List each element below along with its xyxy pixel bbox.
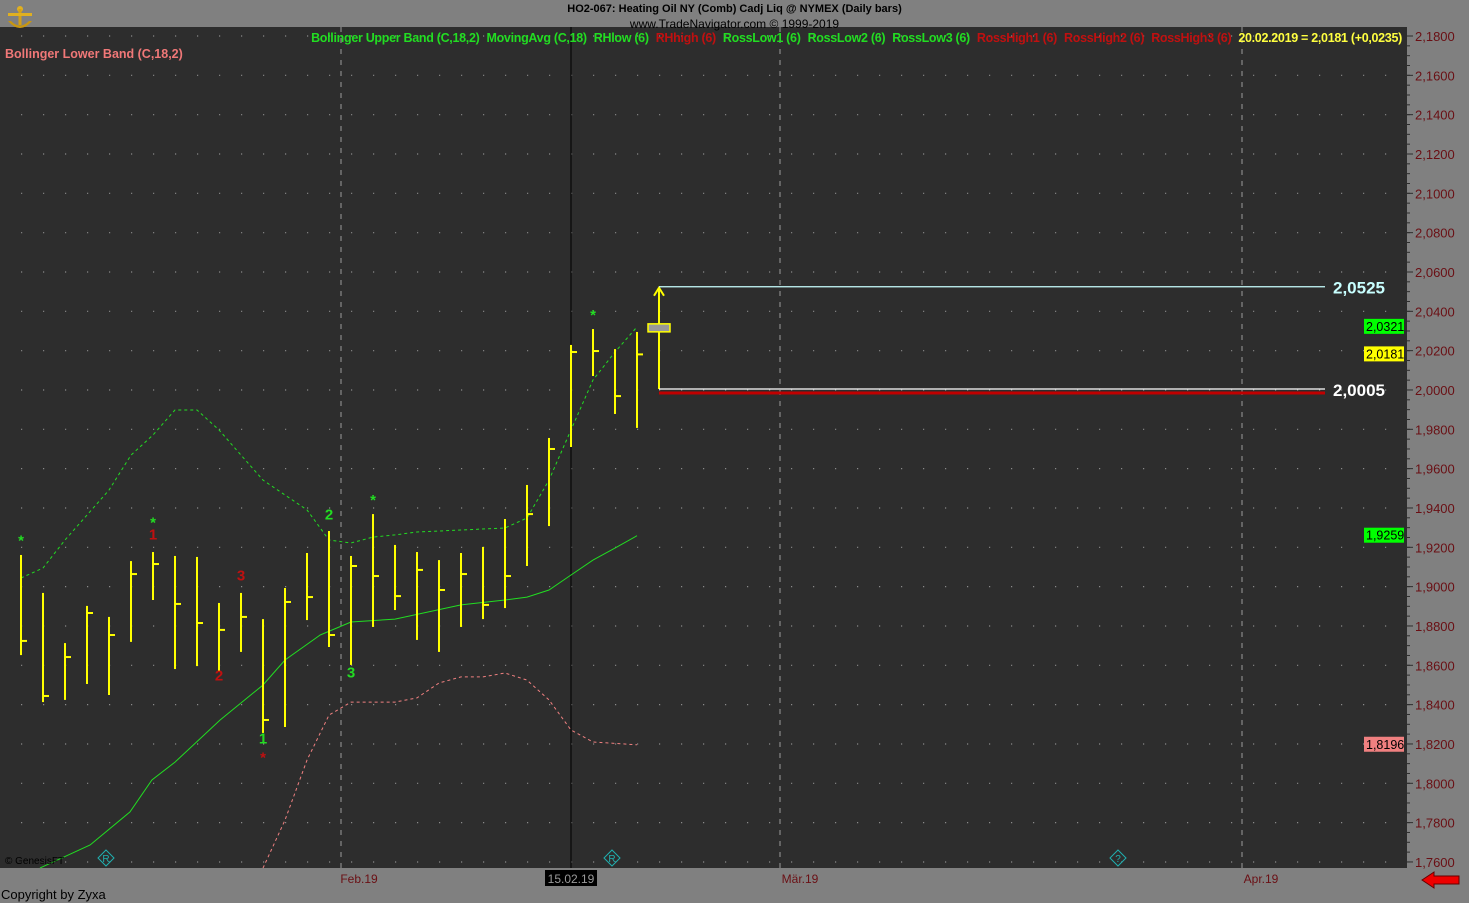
legend-rosslow1[interactable]: RossLow1 (6) bbox=[722, 31, 801, 45]
ross-signal-marker: * bbox=[260, 749, 266, 766]
ross-signal-marker: 3 bbox=[347, 664, 355, 681]
r-diamond-icon[interactable] bbox=[97, 849, 115, 867]
ross-signal-marker: * bbox=[370, 492, 376, 509]
price-axis-label: 1,9800 bbox=[1415, 422, 1455, 437]
up-arrow-icon bbox=[653, 285, 665, 297]
price-badge-label: 2,0181 bbox=[1366, 347, 1404, 361]
ross-signal-marker: 2 bbox=[325, 506, 333, 523]
price-badge bbox=[1364, 527, 1404, 543]
price-axis-label: 1,9400 bbox=[1415, 501, 1455, 516]
genesis-watermark: © GenesisFT bbox=[5, 856, 65, 867]
price-axis-label: 2,1200 bbox=[1415, 147, 1455, 162]
chart-title: HO2-067: Heating Oil NY (Comb) Cadj Liq … bbox=[567, 3, 902, 15]
legend-bollinger-upper[interactable]: Bollinger Upper Band (C,18,2) bbox=[311, 31, 480, 45]
ross-signal-marker: * bbox=[150, 514, 156, 531]
event-icon-label: R bbox=[608, 854, 615, 865]
price-axis-label: 1,8600 bbox=[1415, 658, 1455, 673]
bollinger-lower-band bbox=[262, 672, 638, 869]
legend-rosshigh2[interactable]: RossHigh2 (6) bbox=[1064, 31, 1145, 45]
bollinger-upper-band bbox=[20, 326, 638, 579]
legend-rosshigh1[interactable]: RossHigh1 (6) bbox=[976, 31, 1058, 45]
price-axis-label: 2,1000 bbox=[1415, 186, 1455, 201]
ross-signal-marker: 2 bbox=[215, 667, 223, 684]
price-axis-label: 1,9200 bbox=[1415, 540, 1455, 555]
ross-signal-marker: * bbox=[18, 532, 24, 549]
cursor-date: 15.02.19 bbox=[548, 872, 595, 886]
legend-rhhigh[interactable]: RHhigh (6) bbox=[655, 31, 716, 45]
x-axis-label: Mär.19 bbox=[782, 872, 819, 886]
site-credit: www.TradeNavigator.com © 1999-2019 bbox=[629, 17, 840, 31]
legend-bollinger-lower[interactable]: Bollinger Lower Band (C,18,2) bbox=[5, 47, 183, 61]
target-level-label: 2,0525 bbox=[1333, 279, 1385, 298]
price-axis-label: 2,0400 bbox=[1415, 304, 1455, 319]
trade-navigator-logo-icon bbox=[8, 6, 32, 28]
price-axis-label: 2,0600 bbox=[1415, 265, 1455, 280]
price-badge-label: 1,8196 bbox=[1366, 738, 1404, 752]
price-axis-label: 2,1800 bbox=[1415, 29, 1455, 44]
price-axis-label: 2,1400 bbox=[1415, 108, 1455, 123]
target-level-label: 2,0005 bbox=[1333, 381, 1385, 400]
price-axis-label: 2,0800 bbox=[1415, 226, 1455, 241]
legend-last-price: 20.02.2019 = 2,0181 (+0,0235) bbox=[1238, 31, 1402, 45]
cursor-date-box bbox=[545, 870, 597, 886]
price-axis-label: 2,0000 bbox=[1415, 383, 1455, 398]
current-price-marker bbox=[647, 323, 671, 333]
x-axis-label: Feb.19 bbox=[340, 872, 378, 886]
ross-signal-marker: 1 bbox=[259, 730, 267, 747]
price-axis-label: 1,8000 bbox=[1415, 776, 1455, 791]
price-badge bbox=[1364, 318, 1404, 334]
price-axis-label: 1,8800 bbox=[1415, 619, 1455, 634]
copyright-text: Copyright by Zyxa bbox=[1, 887, 106, 902]
price-axis[interactable] bbox=[1407, 27, 1469, 876]
price-axis-label: 1,7600 bbox=[1415, 855, 1455, 870]
legend-rosshigh3[interactable]: RossHigh3 (6) bbox=[1151, 31, 1232, 45]
price-axis-label: 1,9000 bbox=[1415, 580, 1455, 595]
price-badge-label: 2,0321 bbox=[1366, 320, 1404, 334]
legend-rosslow3[interactable]: RossLow3 (6) bbox=[892, 31, 970, 45]
price-axis-label: 2,1600 bbox=[1415, 68, 1455, 83]
question-diamond-icon[interactable] bbox=[1109, 849, 1127, 867]
scroll-back-arrow-icon[interactable] bbox=[1421, 871, 1461, 889]
price-badge-label: 1,9259 bbox=[1366, 529, 1404, 543]
legend-rhlow[interactable]: RHlow (6) bbox=[593, 31, 649, 45]
price-axis-label: 1,8200 bbox=[1415, 737, 1455, 752]
event-icon-label: R bbox=[102, 854, 109, 865]
ross-signal-marker: 1 bbox=[149, 526, 157, 543]
x-axis-label: Apr.19 bbox=[1244, 872, 1279, 886]
event-icon-label: ? bbox=[1115, 854, 1121, 865]
legend-rosslow2[interactable]: RossLow2 (6) bbox=[807, 31, 886, 45]
price-badge bbox=[1364, 346, 1404, 362]
price-axis-label: 1,8400 bbox=[1415, 698, 1455, 713]
indicator-legend: Bollinger Upper Band (C,18,2) MovingAvg (… bbox=[194, 31, 1402, 45]
price-axis-label: 1,7800 bbox=[1415, 816, 1455, 831]
price-axis-label: 2,0200 bbox=[1415, 344, 1455, 359]
ross-signal-marker: 3 bbox=[237, 567, 245, 584]
price-axis-label: 1,9600 bbox=[1415, 462, 1455, 477]
legend-moving-avg[interactable]: MovingAvg (C,18) bbox=[486, 31, 587, 45]
price-badge bbox=[1364, 736, 1404, 752]
r-diamond-icon[interactable] bbox=[603, 849, 621, 867]
plot-area[interactable] bbox=[0, 27, 1407, 868]
ross-signal-marker: * bbox=[590, 307, 596, 324]
